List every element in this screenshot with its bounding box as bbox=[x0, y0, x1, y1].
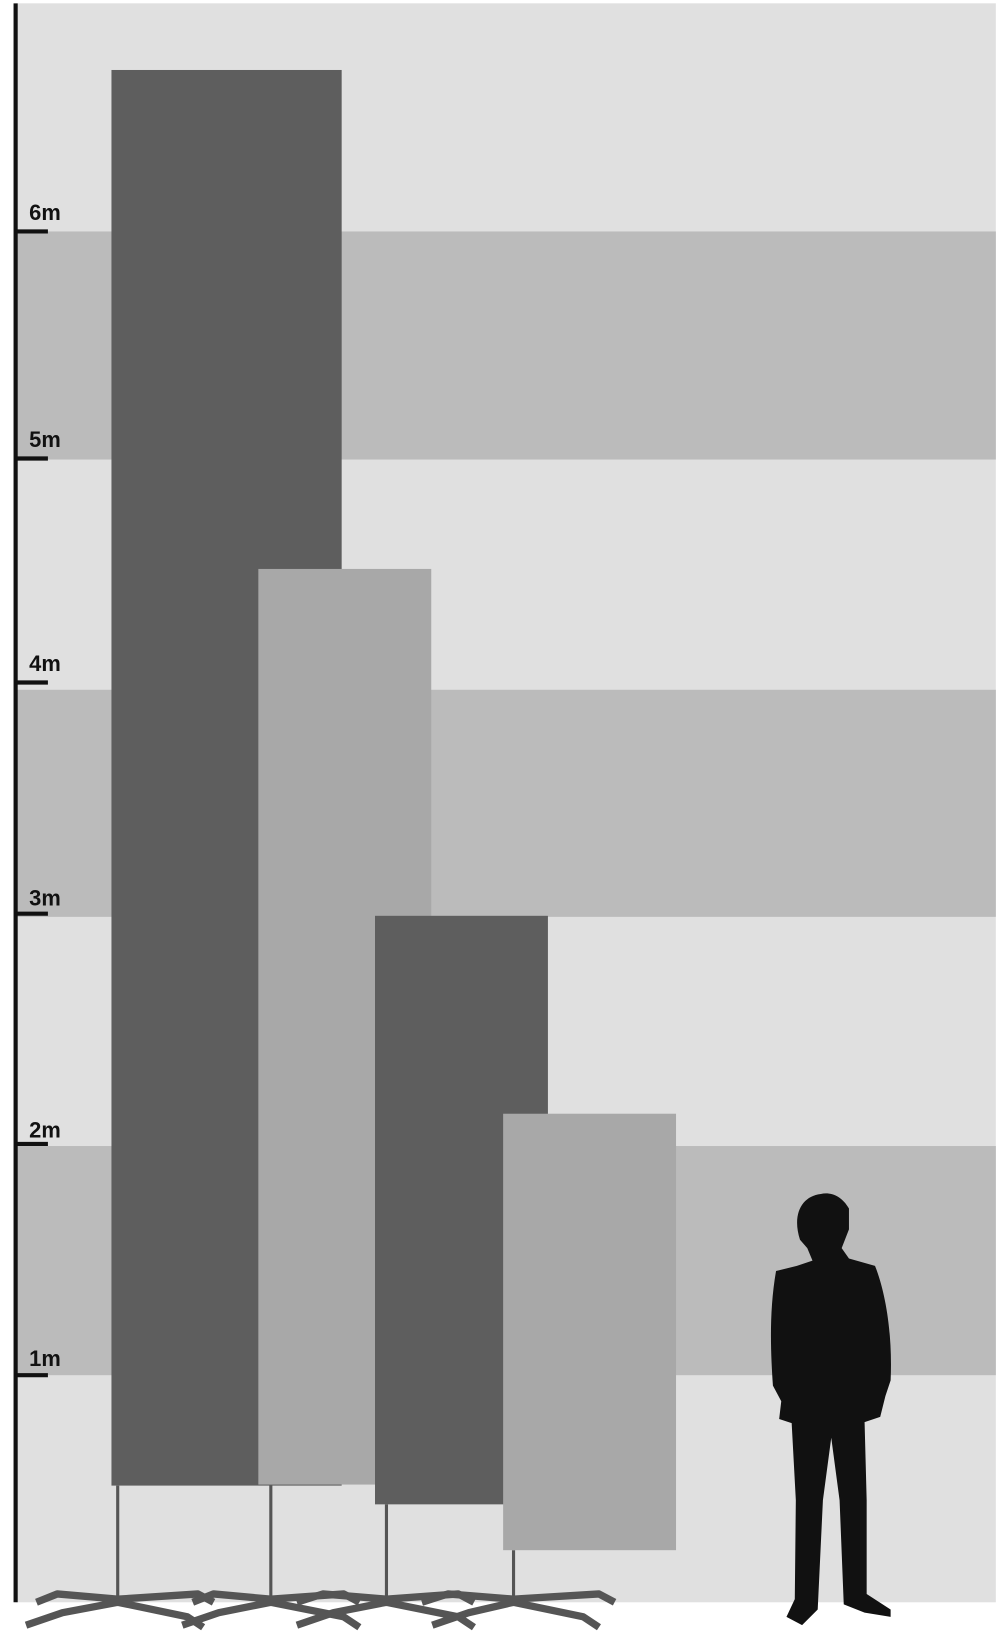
feet bbox=[24, 1590, 617, 1631]
scale-label: 5m bbox=[29, 427, 61, 452]
scale-label: 3m bbox=[29, 885, 61, 910]
scale-label: 6m bbox=[29, 200, 61, 225]
scale-ticks bbox=[15, 229, 48, 1378]
banner bbox=[503, 1113, 677, 1551]
scale-label: 2m bbox=[29, 1118, 61, 1143]
scale-label: 4m bbox=[29, 651, 61, 676]
person-silhouette bbox=[770, 1193, 891, 1626]
poles bbox=[116, 1484, 516, 1603]
scale-label: 1m bbox=[29, 1346, 61, 1371]
